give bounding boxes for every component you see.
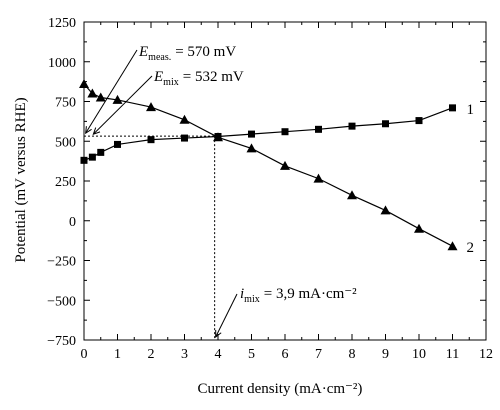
annotation-i-mix-value: = 3,9 mA·cm⁻² xyxy=(264,286,357,302)
series-2-point xyxy=(179,114,190,124)
e-meas-arrow-head xyxy=(85,126,92,135)
y-tick-label: 500 xyxy=(55,135,76,150)
x-tick-label: 3 xyxy=(181,347,188,362)
x-tick-label: 0 xyxy=(81,347,88,362)
e-meas-arrow-shaft xyxy=(85,49,138,134)
y-tick-label: 0 xyxy=(69,215,76,230)
annotation-i-mix-subscript: mix xyxy=(244,294,260,305)
i-mix-arrow-head xyxy=(215,329,222,339)
y-axis-title: Potential (mV versus RHE) xyxy=(13,97,29,262)
y-tick-label: 750 xyxy=(55,96,76,111)
annotation-e-meas-subscript: meas. xyxy=(148,52,171,63)
series-2-point xyxy=(246,143,257,153)
series-2-point xyxy=(87,88,98,98)
annotation-i-mix: imix = 3,9 mA·cm⁻² xyxy=(240,286,357,305)
series-1-point xyxy=(97,148,105,156)
annotation-e-mix-subscript: mix xyxy=(163,77,179,88)
e-mix-arrow-head xyxy=(92,127,101,135)
series-1-point xyxy=(181,134,188,142)
series-2-point xyxy=(112,94,123,104)
series-2-point xyxy=(146,102,156,112)
series-1-point xyxy=(382,120,389,128)
x-tick-label: 1 xyxy=(114,347,121,362)
series-2-point xyxy=(347,190,357,200)
x-tick-label: 5 xyxy=(248,347,255,362)
series-2-point xyxy=(280,160,290,170)
series-2-point xyxy=(414,223,424,233)
series-2-point xyxy=(447,241,458,251)
series-2-line xyxy=(83,83,453,247)
y-tick-label: −250 xyxy=(47,255,76,270)
series-1-point xyxy=(147,136,155,144)
series-2-point xyxy=(213,132,223,142)
x-tick-label: 11 xyxy=(446,347,459,362)
reference-lines xyxy=(84,135,216,340)
series-1-point xyxy=(415,117,423,125)
x-tick-label: 8 xyxy=(349,347,356,362)
series-1-point xyxy=(114,140,121,148)
y-tick-label: −500 xyxy=(47,294,76,309)
x-tick-label: 4 xyxy=(215,347,222,362)
annotations: Emeas. = 570 mV Emix = 532 mV imix = 3,9 mA… xyxy=(85,44,357,339)
series-2-point xyxy=(380,205,391,215)
series-1-point xyxy=(88,153,96,161)
series-1-point xyxy=(348,122,356,130)
annotation-e-meas-value: = 570 mV xyxy=(175,44,236,60)
annotation-e-meas-symbol: E xyxy=(138,44,148,60)
series-1-line xyxy=(83,107,453,161)
annotation-e-mix-value: = 532 mV xyxy=(183,69,244,85)
axis-ticks xyxy=(83,21,487,341)
data-series: 12 xyxy=(79,79,474,256)
annotation-i-mix-symbol: i xyxy=(240,286,244,302)
x-tick-label: 10 xyxy=(412,347,426,362)
series-1-label: 1 xyxy=(467,102,475,118)
e-mix-arrow-shaft xyxy=(93,75,153,135)
series-1-point xyxy=(449,104,456,112)
x-tick-label: 6 xyxy=(282,347,289,362)
series-1-point xyxy=(315,125,322,133)
x-tick-label: 12 xyxy=(479,347,493,362)
series-2-point xyxy=(95,92,106,102)
i-mix-arrow-shaft xyxy=(215,293,238,338)
series-1-point xyxy=(248,130,255,138)
annotation-e-mix-symbol: E xyxy=(153,69,163,85)
y-tick-label: 250 xyxy=(55,175,76,190)
annotation-e-mix: Emix = 532 mV xyxy=(153,69,244,88)
x-tick-label: 2 xyxy=(148,347,155,362)
axis-tick-labels: 0 1 2 3 4 5 6 7 8 9 10 11 12125010007505002500−250−5… xyxy=(47,16,493,362)
series-2-label: 2 xyxy=(467,240,475,256)
y-tick-label: −750 xyxy=(47,334,76,349)
x-axis-title: Current density (mA·cm⁻²) xyxy=(198,381,363,397)
annotation-e-meas: Emeas. = 570 mV xyxy=(138,44,236,63)
series-2-point xyxy=(313,173,324,183)
series-2-point xyxy=(79,79,89,89)
x-tick-label: 7 xyxy=(315,347,322,362)
series-1-point xyxy=(80,156,88,164)
y-tick-label: 1250 xyxy=(48,16,76,31)
series-1-point xyxy=(281,128,289,136)
y-tick-label: 1000 xyxy=(48,56,76,71)
x-tick-label: 9 xyxy=(382,347,389,362)
